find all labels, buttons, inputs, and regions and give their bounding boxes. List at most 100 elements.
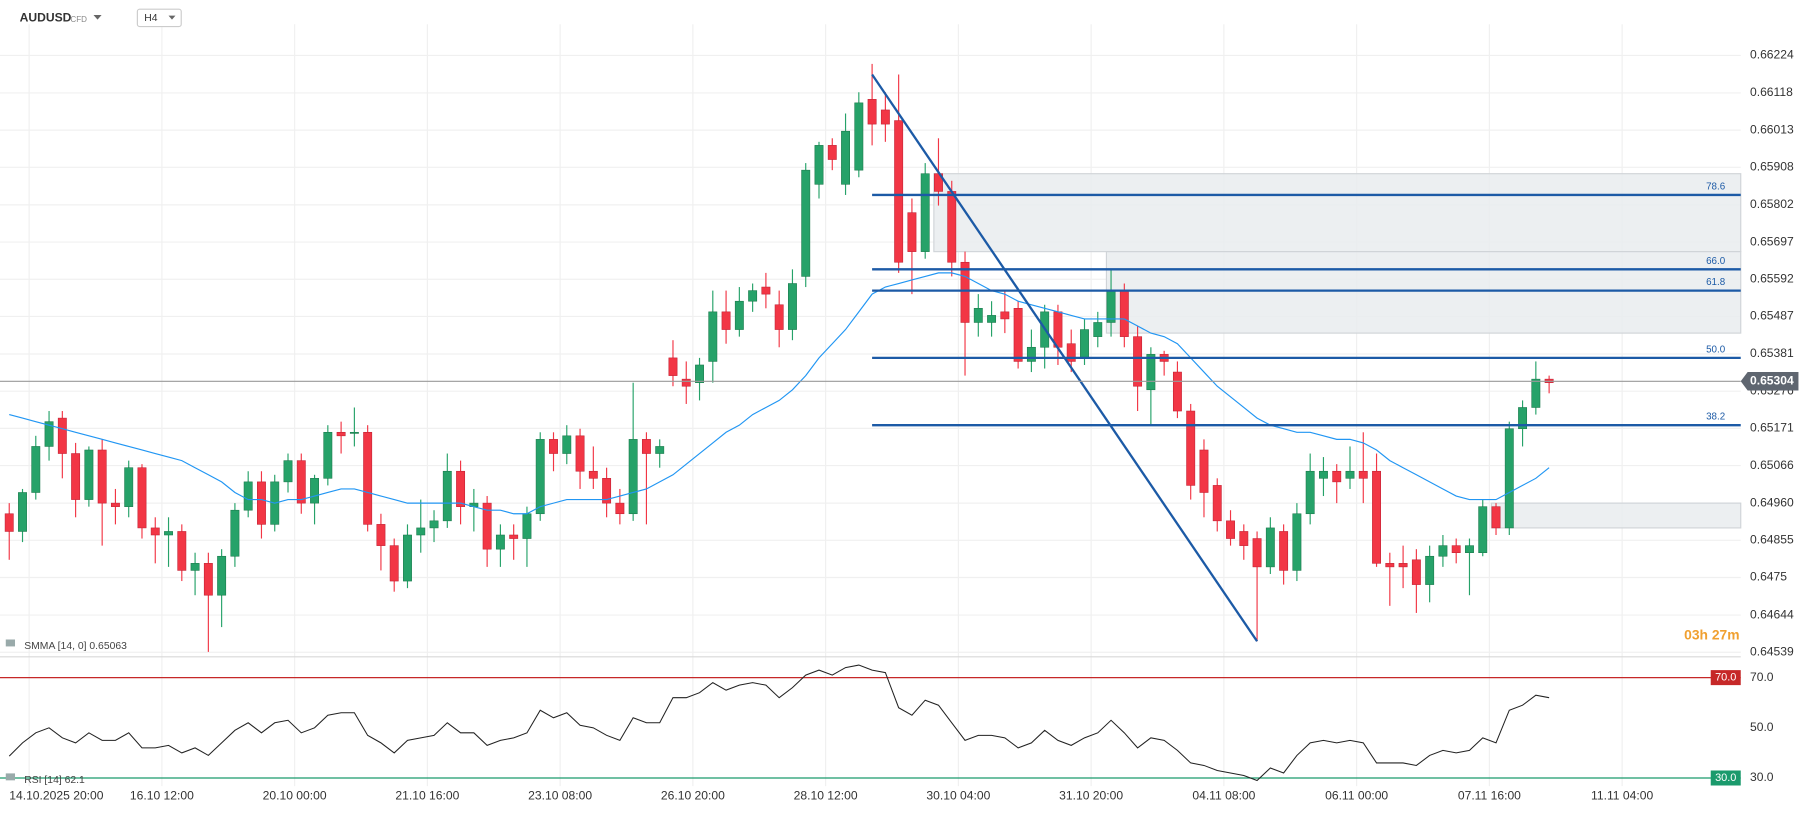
candle-body (1319, 470, 1328, 479)
rsi-line (8, 664, 1550, 782)
timeframe-button[interactable] (136, 8, 182, 28)
y-tick-label: 0.64539 (1750, 644, 1794, 658)
candle-body (416, 527, 426, 536)
rsi-level-badge (1710, 770, 1741, 786)
x-tick-label: 11.11 04:00 (1591, 789, 1653, 803)
fib-label: 50.0 (1706, 344, 1726, 355)
current-price-badge (1740, 372, 1799, 391)
candle-body (588, 470, 598, 479)
y-tick-label: 0.66224 (1750, 48, 1794, 62)
candle-body (4, 513, 14, 532)
current-price-label: 0.65304 (1750, 373, 1794, 387)
symbol-dropdown[interactable] (93, 15, 102, 20)
candle-body (442, 470, 452, 522)
indicator-icon[interactable] (5, 773, 16, 781)
candle-body (947, 191, 957, 263)
candle-body (1465, 545, 1474, 553)
x-tick-label: 31.10 20:00 (1059, 789, 1123, 803)
candle-body (920, 173, 930, 252)
candle-body (1451, 545, 1461, 553)
y-tick-label: 0.64960 (1750, 495, 1794, 509)
candle-body (867, 99, 877, 125)
smma-line (9, 272, 1550, 515)
y-tick-label: 30.0 (1750, 770, 1774, 784)
candle-body (389, 545, 399, 582)
candle-body (336, 431, 346, 437)
candle-body (1000, 311, 1010, 320)
candle-body (110, 502, 120, 507)
candle-body (854, 102, 864, 171)
candle-body (310, 478, 320, 504)
x-tick-label: 14.10.2025 20:00 (9, 789, 104, 803)
candle-body (801, 169, 811, 277)
candle-body (841, 130, 850, 185)
y-tick-label: 0.65592 (1750, 271, 1794, 285)
candle-body (177, 531, 187, 571)
indicator-icon[interactable] (5, 639, 16, 647)
fib-label: 66.0 (1706, 256, 1726, 267)
candle-body (1491, 506, 1501, 529)
symbol[interactable]: AUDUSD (20, 11, 72, 25)
rsi-level-label: 30.0 (1715, 772, 1736, 784)
y-tick-label: 0.65908 (1750, 160, 1794, 174)
candle-body (1504, 428, 1514, 529)
candle-body (615, 502, 625, 515)
candle-body (1518, 407, 1528, 430)
candle-body (602, 478, 612, 504)
price-zone (1105, 251, 1742, 334)
candle-body (137, 467, 147, 529)
candle-body (495, 534, 505, 550)
candle-body (257, 481, 266, 525)
candle-body (243, 481, 253, 511)
candle-body (1385, 563, 1395, 568)
candle-body (1425, 555, 1435, 585)
candle-body (164, 531, 173, 536)
candle-body (124, 467, 134, 507)
candle-body (1186, 410, 1196, 486)
y-tick-label: 70.0 (1750, 670, 1774, 684)
candle-body (973, 308, 983, 323)
candle-body (1279, 531, 1289, 571)
candle-body (1438, 545, 1448, 557)
fib-label: 78.6 (1706, 181, 1726, 192)
candle-body (814, 145, 824, 185)
candle-body (1212, 485, 1222, 522)
candle-body (349, 431, 359, 434)
candle-body (880, 109, 890, 125)
x-tick-label: 16.10 12:00 (130, 789, 194, 803)
candle-body (44, 421, 54, 447)
candle-body (655, 446, 665, 454)
candle-body (1292, 513, 1302, 571)
candle-body (549, 439, 558, 454)
candle-body (217, 555, 227, 596)
candle-body (509, 534, 519, 539)
candle-body (695, 364, 704, 383)
candle-body (1239, 531, 1249, 546)
candle-body (1119, 290, 1129, 337)
fib-label: 38.2 (1706, 412, 1725, 423)
candle-body (1265, 527, 1275, 568)
timeframe: H4 (144, 13, 157, 24)
smma-legend: SMMA [14, 0] 0.65063 (24, 641, 127, 652)
candle-body (57, 417, 67, 454)
candle-body (1199, 449, 1209, 493)
x-tick-label: 07.11 16:00 (1458, 789, 1521, 803)
y-tick-label: 0.64644 (1750, 607, 1794, 621)
candle-body (522, 513, 532, 539)
candle-body (1093, 322, 1103, 337)
x-tick-label: 30.10 04:00 (926, 789, 990, 803)
candle-body (456, 470, 466, 507)
candle-body (827, 145, 837, 160)
y-tick-label: 0.64855 (1750, 533, 1794, 547)
rsi-level-badge (1710, 670, 1741, 686)
y-tick-label: 0.65802 (1750, 197, 1794, 211)
y-tick-label: 0.65171 (1750, 421, 1794, 435)
candle-body (628, 439, 638, 515)
candle-body (575, 435, 585, 472)
candle-body (363, 431, 373, 525)
candle-body (562, 435, 572, 454)
y-tick-label: 0.66013 (1750, 122, 1794, 136)
candle-body (1133, 336, 1143, 387)
instrument-type: CFD (70, 15, 87, 24)
